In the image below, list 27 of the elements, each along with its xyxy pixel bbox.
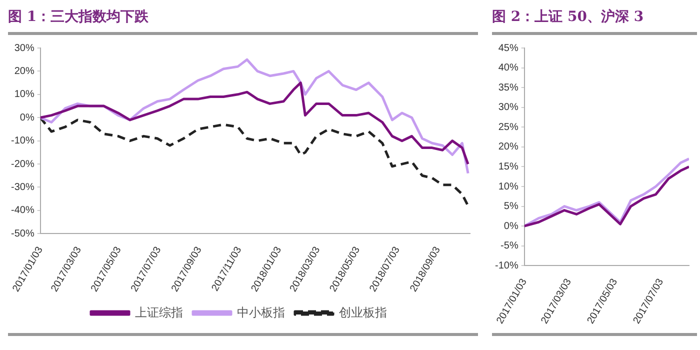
y-tick-label: 30% bbox=[498, 102, 518, 114]
y-tick-label: 30% bbox=[14, 42, 34, 54]
y-tick-label: 20% bbox=[498, 142, 518, 153]
y-tick-label: 45% bbox=[498, 42, 518, 54]
y-tick-label: 15% bbox=[498, 161, 518, 172]
chart-title: 图 2：上证 50、沪深 3 bbox=[492, 8, 697, 35]
y-tick-label: 20% bbox=[14, 66, 34, 77]
legend-label: 创业板指 bbox=[339, 305, 387, 320]
y-tick-label: 0% bbox=[504, 220, 518, 232]
y-tick-label: -5% bbox=[500, 240, 518, 252]
y-tick-label: -50% bbox=[10, 228, 34, 240]
y-tick-label: -10% bbox=[10, 136, 34, 147]
y-tick-label: 10% bbox=[498, 181, 518, 192]
legend-label: 上证综指 bbox=[135, 305, 183, 320]
y-tick-label: 5% bbox=[504, 201, 518, 212]
legend-label: 中小板指 bbox=[237, 305, 285, 320]
line-series bbox=[40, 116, 470, 208]
y-tick-label: 10% bbox=[14, 89, 34, 100]
y-tick-label: -40% bbox=[10, 205, 34, 216]
y-tick-label: 35% bbox=[498, 82, 518, 94]
y-tick-label: -30% bbox=[10, 182, 34, 193]
y-tick-label: -10% bbox=[494, 260, 518, 272]
chart-title: 图 1：三大指数均下跌 bbox=[8, 8, 478, 35]
y-tick-label: 25% bbox=[498, 122, 518, 133]
y-tick-label: -20% bbox=[10, 158, 34, 170]
y-tick-label: 0% bbox=[20, 112, 34, 124]
y-tick-label: 40% bbox=[498, 62, 518, 74]
